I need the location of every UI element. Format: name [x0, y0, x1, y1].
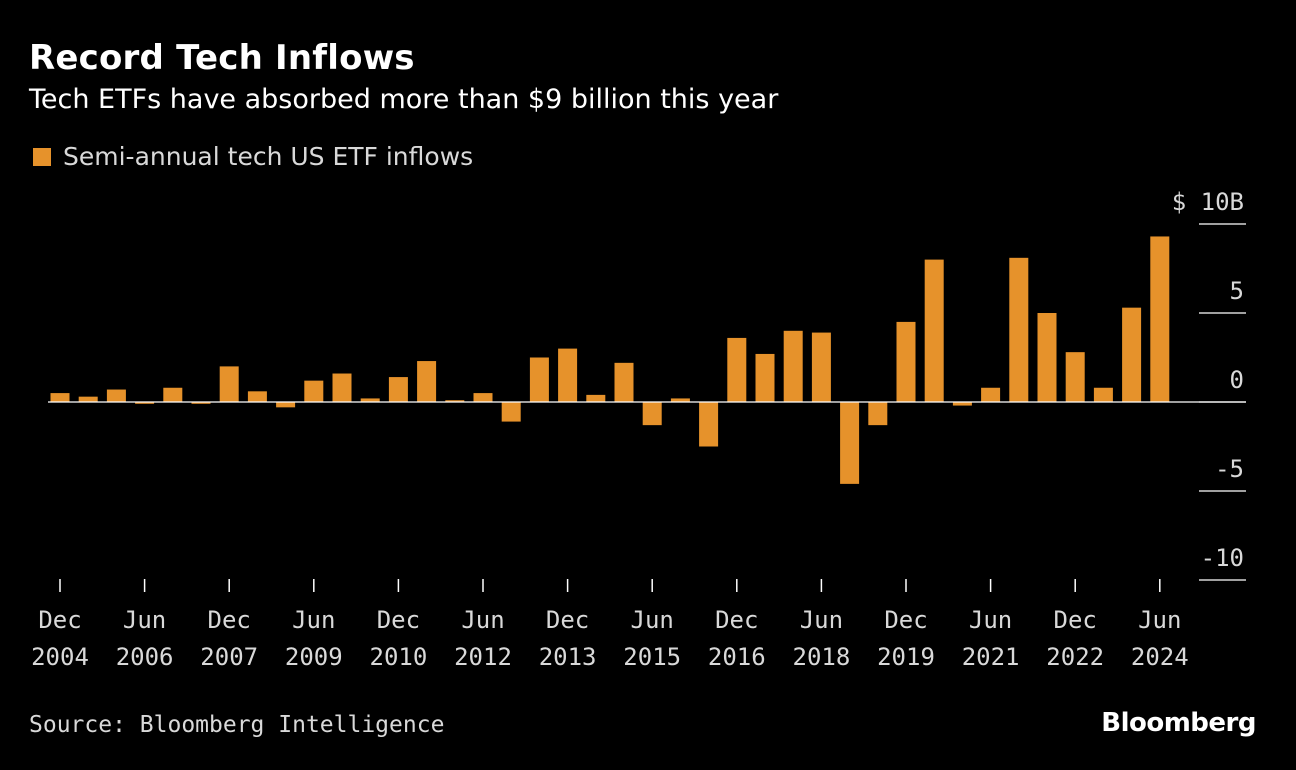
y-tick-label: 5: [1230, 277, 1244, 305]
legend-swatch: [33, 147, 51, 166]
bar: [360, 398, 380, 402]
bar: [783, 330, 803, 402]
bar: [811, 332, 831, 402]
legend-label: Semi-annual tech US ETF inflows: [63, 142, 474, 171]
bar: [727, 337, 747, 402]
x-tick-label-year: 2010: [370, 643, 428, 671]
bar: [755, 353, 775, 402]
x-tick-label-year: 2018: [793, 643, 851, 671]
bar: [1037, 313, 1057, 402]
bar: [417, 361, 437, 402]
x-tick-label-year: 2022: [1046, 643, 1104, 671]
bar: [614, 362, 634, 402]
source-note: Source: Bloomberg Intelligence: [29, 712, 445, 738]
x-tick-label-month: Jun: [969, 606, 1012, 634]
chart-title: Record Tech Inflows: [29, 38, 415, 78]
bar: [247, 391, 267, 402]
y-tick-label: -10: [1201, 544, 1244, 572]
x-tick-label-month: Dec: [377, 606, 420, 634]
x-tick-label-month: Dec: [884, 606, 927, 634]
x-tick-label-year: 2007: [200, 643, 258, 671]
x-tick-label-month: Jun: [292, 606, 335, 634]
x-tick-label-year: 2016: [708, 643, 766, 671]
x-tick-label-month: Dec: [208, 606, 251, 634]
bar: [1065, 352, 1085, 402]
bar: [840, 402, 860, 484]
bar: [106, 389, 126, 402]
y-tick-label: $ 10B: [1172, 188, 1244, 216]
bar: [896, 321, 916, 402]
bar: [276, 402, 296, 408]
bar: [304, 380, 324, 402]
brand-logo: Bloomberg: [1101, 708, 1256, 738]
bar: [924, 259, 944, 402]
x-tick-label-month: Jun: [631, 606, 674, 634]
bar: [670, 398, 690, 402]
bar: [501, 402, 521, 422]
bar: [699, 402, 719, 447]
bar: [445, 400, 465, 402]
x-tick-label-year: 2021: [962, 643, 1020, 671]
bar: [952, 402, 972, 406]
x-tick-label-year: 2013: [539, 643, 597, 671]
bar: [135, 402, 155, 404]
x-tick-label-month: Jun: [461, 606, 504, 634]
x-tick-label-year: 2009: [285, 643, 343, 671]
bar: [163, 387, 183, 402]
bar: [642, 402, 662, 426]
bar: [50, 393, 70, 402]
x-tick-label-month: Jun: [123, 606, 166, 634]
y-tick-label: -5: [1215, 455, 1244, 483]
bar: [868, 402, 888, 426]
bar: [388, 377, 408, 402]
x-tick-label-month: Dec: [715, 606, 758, 634]
bar: [473, 393, 493, 402]
x-tick-label-month: Jun: [800, 606, 843, 634]
x-tick-label-year: 2006: [116, 643, 174, 671]
x-tick-label-month: Dec: [546, 606, 589, 634]
bar: [529, 357, 549, 402]
y-tick-label: 0: [1230, 366, 1244, 394]
x-tick-label-month: Dec: [38, 606, 81, 634]
bar: [78, 396, 98, 402]
x-tick-label-year: 2024: [1131, 643, 1189, 671]
bar: [1122, 307, 1142, 402]
x-tick-label-year: 2019: [877, 643, 935, 671]
bar: [586, 394, 606, 402]
bar: [1150, 236, 1170, 402]
x-tick-label-year: 2004: [31, 643, 89, 671]
x-tick-label-month: Dec: [1054, 606, 1097, 634]
bar: [558, 348, 578, 402]
bar: [1009, 257, 1029, 402]
bar: [332, 373, 352, 402]
bar: [1093, 387, 1113, 402]
legend: Semi-annual tech US ETF inflows: [33, 142, 473, 171]
x-tick-label-month: Jun: [1138, 606, 1181, 634]
bar: [981, 387, 1001, 402]
x-tick-label-year: 2015: [623, 643, 681, 671]
bar: [191, 402, 211, 404]
chart-subtitle: Tech ETFs have absorbed more than $9 bil…: [29, 84, 779, 115]
x-tick-label-year: 2012: [454, 643, 512, 671]
bar: [219, 366, 239, 402]
